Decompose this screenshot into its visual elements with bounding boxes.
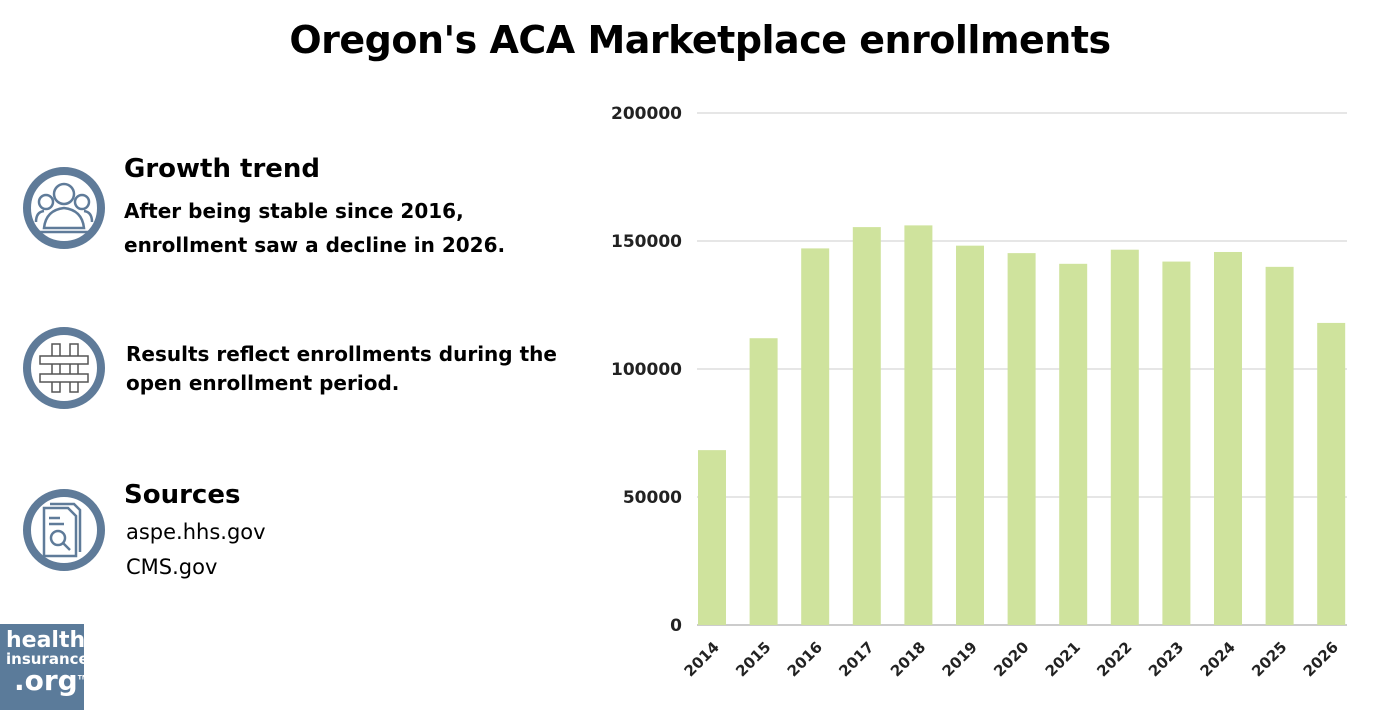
x-tick-label: 2026 xyxy=(1300,638,1342,680)
y-tick-label: 50000 xyxy=(623,488,682,508)
bar-2018 xyxy=(904,225,933,625)
bar-2021 xyxy=(1059,263,1088,625)
x-tick-label: 2016 xyxy=(784,638,826,680)
y-tick-label: 200000 xyxy=(611,104,682,124)
x-tick-label: 2017 xyxy=(835,638,877,680)
source-link[interactable]: aspe.hhs.gov xyxy=(126,520,266,544)
bar-2023 xyxy=(1162,261,1191,625)
note-text-1: Results reflect enrollments during the xyxy=(126,342,557,366)
x-tick-label: 2021 xyxy=(1042,638,1084,680)
x-tick-label: 2024 xyxy=(1197,638,1239,680)
document-search-icon xyxy=(23,489,105,571)
bar-2020 xyxy=(1007,253,1036,626)
healthinsurance-org-logo: health insurance .orgTM xyxy=(0,624,89,710)
chart-title: Oregon's ACA Marketplace enrollments xyxy=(289,18,1111,62)
y-tick-label: 0 xyxy=(670,616,682,636)
growth-text-1: After being stable since 2016, xyxy=(124,199,464,223)
growth-text-2: enrollment saw a decline in 2026. xyxy=(124,233,506,257)
source-link[interactable]: CMS.gov xyxy=(126,555,218,579)
logo-line-3: .org xyxy=(14,664,78,697)
x-tick-label: 2014 xyxy=(681,638,723,680)
x-tick-label: 2023 xyxy=(1145,638,1187,680)
x-tick-label: 2018 xyxy=(887,638,929,680)
y-tick-label: 100000 xyxy=(611,360,682,380)
bar-2026 xyxy=(1317,322,1346,625)
logo-line-2: insurance xyxy=(6,650,89,668)
x-tick-label: 2019 xyxy=(939,638,981,680)
y-tick-label: 150000 xyxy=(611,232,682,252)
bar-2022 xyxy=(1110,249,1139,625)
bar-2014 xyxy=(698,450,726,625)
bar-2016 xyxy=(801,248,830,626)
growth-heading: Growth trend xyxy=(124,154,321,184)
note-text-2: open enrollment period. xyxy=(126,371,400,395)
bar-2024 xyxy=(1214,251,1242,625)
sources-heading: Sources xyxy=(124,480,241,510)
logo-tm: TM xyxy=(77,674,88,682)
x-tick-label: 2015 xyxy=(732,638,774,680)
bar-2015 xyxy=(749,338,778,625)
bar-2025 xyxy=(1265,266,1294,625)
people-icon xyxy=(23,167,105,249)
x-tick-label: 2025 xyxy=(1248,638,1290,680)
logo-line-1: health xyxy=(6,628,86,653)
bar-2017 xyxy=(852,227,881,626)
hashtag-icon xyxy=(23,327,105,409)
x-tick-label: 2022 xyxy=(1093,638,1135,680)
x-tick-label: 2020 xyxy=(990,638,1032,680)
bar-2019 xyxy=(956,245,984,626)
